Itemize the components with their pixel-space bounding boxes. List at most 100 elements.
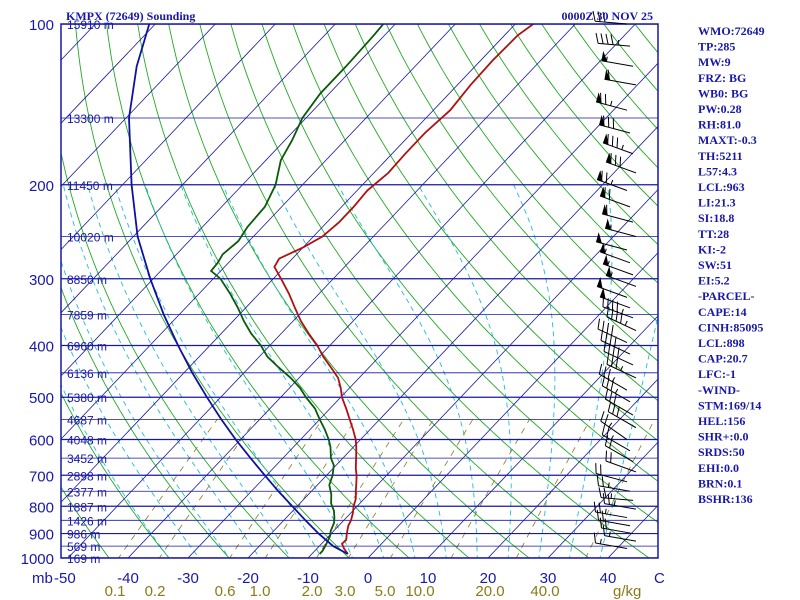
wind-barb-flag <box>610 380 614 391</box>
wind-barb-half <box>605 56 608 62</box>
wind-barbs <box>592 10 659 555</box>
dry-adiabat <box>230 24 650 558</box>
wind-barb-flag <box>619 156 622 168</box>
wind-barb <box>603 341 634 366</box>
dry-adiabat <box>478 24 658 246</box>
height-label: 2898 m <box>67 469 107 483</box>
wind-barb-flag <box>604 388 609 400</box>
wind-barb-staff <box>603 350 634 366</box>
wind-barb-staff <box>599 195 631 208</box>
mixing-ratio-label: 20.0 <box>475 583 504 600</box>
wind-barb-half <box>608 422 613 428</box>
wind-barb-flag <box>604 435 609 446</box>
wind-barb-flag <box>616 406 620 417</box>
index-value: TT:28 <box>698 227 729 241</box>
wind-barb-pennant <box>605 266 612 278</box>
wind-barb <box>598 487 634 501</box>
dry-adiabat <box>61 391 170 558</box>
dry-adiabat <box>292 24 658 482</box>
pressure-tick-label: 500 <box>29 390 54 407</box>
mixing-ratio-label: 0.2 <box>145 583 166 600</box>
moist-adiabat <box>180 184 385 558</box>
wind-barb <box>599 186 631 208</box>
index-value: MW:9 <box>698 55 731 69</box>
height-label: 4687 m <box>67 413 107 427</box>
wind-barb-pennant <box>599 287 606 299</box>
wind-barb <box>600 411 628 440</box>
wind-barb-flag <box>607 401 612 412</box>
grid-layer <box>61 24 658 558</box>
index-value: BSHR:136 <box>698 492 753 506</box>
mixing-ratio-unit-label: g/kg <box>613 583 641 600</box>
mixing-ratio-label: 0.1 <box>105 583 126 600</box>
wind-barb-flag <box>615 358 619 369</box>
temperature-line <box>273 24 534 555</box>
wind-barb-staff <box>595 542 628 550</box>
height-label: 169 m <box>67 552 100 566</box>
height-label: 3452 m <box>67 452 107 466</box>
wind-barb-flag <box>593 532 596 544</box>
wind-barb-flag <box>604 187 606 198</box>
temp-tick-label: 30 <box>540 570 557 587</box>
height-label: 13300 m <box>67 112 114 126</box>
moist-adiabat <box>337 184 478 558</box>
wind-barb-staff <box>606 363 637 379</box>
index-value: -WIND- <box>698 383 740 397</box>
index-value: KI:-2 <box>698 242 726 256</box>
wind-barb-staff <box>595 20 628 25</box>
wind-barb-flag <box>607 368 611 380</box>
wind-barb-half <box>624 320 628 326</box>
index-value: SI:18.8 <box>698 211 734 225</box>
wind-barb <box>596 475 631 492</box>
pressure-tick-label: 900 <box>29 527 54 544</box>
wind-barb-flag <box>601 476 604 487</box>
wind-barb-staff <box>604 503 637 510</box>
index-value: TP:285 <box>698 40 735 54</box>
moist-adiabat <box>61 326 200 558</box>
mixing-ratio-label: 40.0 <box>530 583 559 600</box>
wind-barb-flag <box>596 475 599 486</box>
index-value: SW:51 <box>698 258 732 272</box>
wind-barb-half <box>611 377 616 382</box>
pressure-tick-label: 300 <box>29 272 54 289</box>
wind-barb-flag <box>610 452 612 463</box>
mixing-ratio-label: 5.0 <box>375 583 396 600</box>
height-label: 6136 m <box>67 367 107 381</box>
pressure-tick-label: 200 <box>29 178 54 195</box>
wind-barb-flag <box>611 135 614 147</box>
wind-barb-pennant <box>596 232 602 244</box>
moist-adiabat <box>513 184 556 558</box>
wind-barb-staff <box>605 445 634 463</box>
index-value: L57:4.3 <box>698 164 737 178</box>
wind-barb-staff <box>601 497 634 501</box>
wind-barb <box>602 493 637 510</box>
pressure-tick-label: 1000 <box>21 551 54 568</box>
wind-barb-flag <box>614 336 617 347</box>
wind-barb-flag <box>602 320 605 332</box>
index-value: HEL:156 <box>698 414 745 428</box>
height-label: 15910 m <box>67 18 114 32</box>
pressure-tick-label: 100 <box>29 17 54 34</box>
temp-tick-label: -50 <box>54 570 76 587</box>
wind-barb-flag <box>615 310 619 322</box>
index-value: WMO:72649 <box>698 24 765 38</box>
isotherm-line <box>67 24 576 558</box>
wind-barb-flag <box>605 33 609 45</box>
wind-barb-staff <box>595 473 628 483</box>
height-label: 2377 m <box>67 485 107 499</box>
moist-adiabat <box>222 184 416 558</box>
wind-barb-half <box>610 272 613 278</box>
wind-barb-half <box>607 260 610 266</box>
dry-adiabat <box>447 24 658 284</box>
moist-adiabat <box>273 184 447 558</box>
height-label: 986 m <box>67 528 100 542</box>
temp-tick-label: -20 <box>237 570 259 587</box>
wind-barb <box>606 353 637 379</box>
temp-tick-label: 20 <box>480 570 497 587</box>
wind-barb <box>599 517 634 535</box>
wind-barb-flag <box>599 517 602 529</box>
index-value: PW:0.28 <box>698 102 742 116</box>
wind-barb-pennant <box>605 152 612 164</box>
